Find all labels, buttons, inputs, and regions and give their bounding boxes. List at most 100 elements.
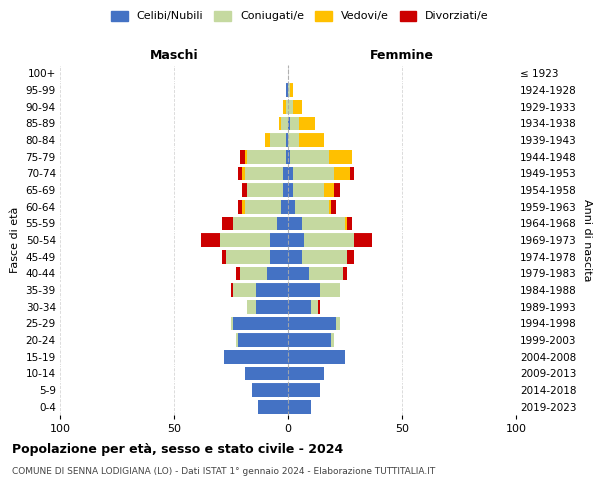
Bar	[281, 116, 288, 130]
Bar	[288, 100, 293, 114]
Bar	[238, 333, 288, 347]
Bar	[320, 283, 340, 297]
Bar	[350, 166, 354, 180]
Bar	[288, 133, 299, 147]
Bar	[245, 166, 283, 180]
Bar	[242, 183, 247, 197]
Bar	[268, 266, 288, 280]
Bar	[286, 150, 288, 164]
Bar	[270, 133, 286, 147]
Bar	[247, 183, 283, 197]
Bar	[343, 266, 347, 280]
Bar	[304, 233, 354, 247]
Bar	[222, 216, 233, 230]
Bar	[288, 183, 293, 197]
Bar	[242, 166, 245, 180]
Bar	[286, 100, 288, 114]
Bar	[220, 233, 270, 247]
Bar	[288, 266, 308, 280]
Bar	[245, 150, 247, 164]
Text: Popolazione per età, sesso e stato civile - 2024: Popolazione per età, sesso e stato civil…	[12, 442, 343, 456]
Bar	[240, 150, 245, 164]
Bar	[325, 183, 334, 197]
Bar	[251, 383, 288, 397]
Bar	[240, 266, 268, 280]
Bar	[290, 116, 299, 130]
Bar	[233, 216, 277, 230]
Bar	[293, 166, 334, 180]
Bar	[245, 366, 288, 380]
Bar	[247, 300, 256, 314]
Bar	[311, 300, 317, 314]
Bar	[247, 150, 286, 164]
Y-axis label: Anni di nascita: Anni di nascita	[583, 198, 592, 281]
Text: COMUNE DI SENNA LODIGIANA (LO) - Dati ISTAT 1° gennaio 2024 - Elaborazione TUTTI: COMUNE DI SENNA LODIGIANA (LO) - Dati IS…	[12, 468, 435, 476]
Text: Femmine: Femmine	[370, 48, 434, 62]
Bar	[288, 383, 320, 397]
Bar	[288, 166, 293, 180]
Bar	[290, 150, 329, 164]
Bar	[288, 250, 302, 264]
Bar	[283, 100, 286, 114]
Bar	[270, 233, 288, 247]
Bar	[288, 333, 331, 347]
Bar	[317, 300, 320, 314]
Bar	[354, 233, 373, 247]
Bar	[288, 350, 345, 364]
Bar	[295, 200, 329, 213]
Bar	[259, 400, 288, 413]
Bar	[293, 100, 302, 114]
Bar	[334, 183, 340, 197]
Bar	[331, 333, 334, 347]
Bar	[345, 216, 347, 230]
Bar	[331, 200, 336, 213]
Bar	[288, 316, 336, 330]
Bar	[286, 83, 288, 97]
Bar	[288, 300, 311, 314]
Bar	[233, 316, 288, 330]
Bar	[231, 283, 233, 297]
Bar	[347, 216, 352, 230]
Bar	[288, 233, 304, 247]
Bar	[224, 350, 288, 364]
Bar	[288, 116, 290, 130]
Bar	[288, 216, 302, 230]
Bar	[288, 400, 311, 413]
Bar	[238, 166, 242, 180]
Bar	[231, 316, 233, 330]
Bar	[286, 133, 288, 147]
Bar	[283, 166, 288, 180]
Bar	[302, 250, 347, 264]
Bar	[277, 216, 288, 230]
Bar	[283, 183, 288, 197]
Bar	[299, 116, 316, 130]
Bar	[293, 183, 325, 197]
Bar	[270, 250, 288, 264]
Bar	[245, 200, 281, 213]
Bar	[288, 150, 290, 164]
Bar	[236, 333, 238, 347]
Bar	[238, 200, 242, 213]
Bar	[288, 366, 325, 380]
Bar	[226, 250, 270, 264]
Bar	[256, 300, 288, 314]
Bar	[308, 266, 343, 280]
Text: Maschi: Maschi	[149, 48, 199, 62]
Bar	[288, 200, 295, 213]
Bar	[236, 266, 240, 280]
Bar	[242, 200, 245, 213]
Bar	[288, 283, 320, 297]
Bar	[265, 133, 270, 147]
Y-axis label: Fasce di età: Fasce di età	[10, 207, 20, 273]
Bar	[299, 133, 325, 147]
Bar	[334, 166, 350, 180]
Bar	[290, 83, 293, 97]
Bar	[256, 283, 288, 297]
Bar	[347, 250, 354, 264]
Bar	[288, 83, 290, 97]
Bar	[202, 233, 220, 247]
Bar	[222, 250, 226, 264]
Bar	[329, 200, 331, 213]
Bar	[302, 216, 345, 230]
Bar	[281, 200, 288, 213]
